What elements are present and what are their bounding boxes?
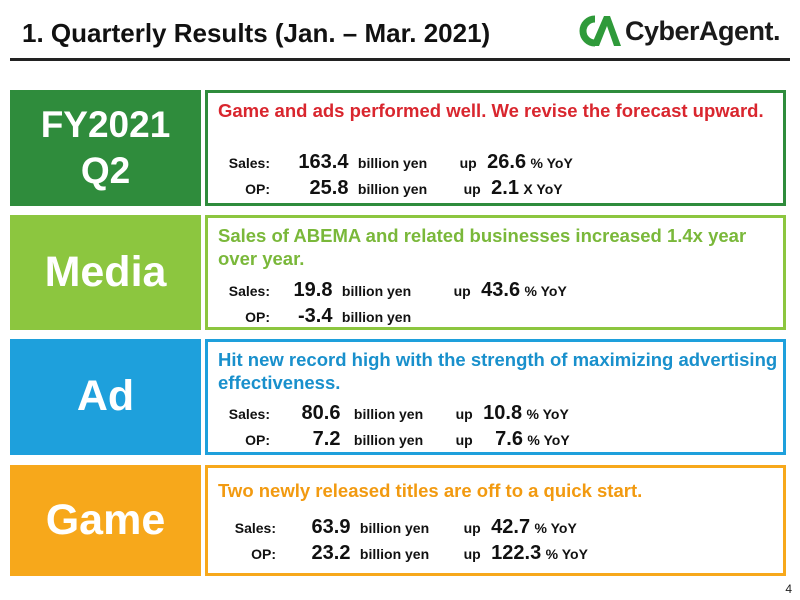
title-divider — [10, 58, 790, 61]
op-growth-suffix: % YoY — [527, 432, 570, 448]
sales-unit: billion yen — [341, 283, 412, 299]
summary-section: FY2021 Q2 Game and ads performed well. W… — [10, 90, 786, 206]
cyberagent-logo-text: CyberAgent. — [625, 15, 781, 46]
sales-unit: billion yen — [359, 520, 430, 536]
op-up: up — [455, 432, 473, 448]
ad-section: Ad Hit new record high with the strength… — [10, 339, 786, 455]
sales-label: Sales: — [228, 155, 270, 171]
op-value: -3.4 — [297, 305, 333, 327]
sales-up: up — [453, 283, 471, 299]
summary-sales-line: Sales: 163.4 billion yen up 26.6 % YoY — [220, 151, 573, 174]
game-op-line: OP: 23.2 billion yen up 122.3 % YoY — [226, 542, 588, 565]
media-op-line: OP: -3.4 billion yen — [220, 305, 411, 328]
op-unit: billion yen — [353, 432, 424, 448]
ad-label: Ad — [10, 339, 201, 455]
ad-content: Hit new record high with the strength of… — [205, 339, 786, 455]
op-up: up — [463, 546, 481, 562]
op-label: OP: — [245, 309, 270, 325]
sales-unit: billion yen — [357, 155, 428, 171]
op-value: 25.8 — [309, 177, 349, 199]
op-growth-value: 122.3 — [491, 542, 542, 564]
page-number: 4 — [785, 582, 792, 596]
cyberagent-logo-mark-icon — [575, 13, 621, 49]
op-growth-suffix: % YoY — [545, 546, 588, 562]
summary-content: Game and ads performed well. We revise t… — [205, 90, 786, 206]
media-section: Media Sales of ABEMA and related busines… — [10, 215, 786, 330]
game-section: Game Two newly released titles are off t… — [10, 465, 786, 576]
sales-growth-suffix: % YoY — [524, 283, 567, 299]
sales-label: Sales: — [228, 283, 270, 299]
game-sales-line: Sales: 63.9 billion yen up 42.7 % YoY — [226, 516, 577, 539]
op-growth-value: 2.1 — [491, 177, 519, 199]
sales-growth-suffix: % YoY — [530, 155, 573, 171]
summary-label-line1: FY2021 — [40, 103, 171, 145]
op-growth-suffix: X YoY — [523, 181, 563, 197]
media-sales-line: Sales: 19.8 billion yen up 43.6 % YoY — [220, 279, 567, 302]
sales-label: Sales: — [234, 520, 276, 536]
op-unit: billion yen — [357, 181, 428, 197]
sales-up: up — [459, 155, 477, 171]
op-label: OP: — [245, 432, 270, 448]
ad-sales-line: Sales: 80.6 billion yen up 10.8 % YoY — [220, 402, 569, 425]
ad-op-line: OP: 7.2 billion yen up 7.6 % YoY — [220, 428, 570, 451]
sales-growth-suffix: % YoY — [526, 406, 569, 422]
page-title: 1. Quarterly Results (Jan. – Mar. 2021) — [22, 18, 491, 48]
sales-growth-value: 10.8 — [483, 402, 523, 424]
op-unit: billion yen — [359, 546, 430, 562]
summary-label: FY2021 Q2 — [10, 90, 201, 206]
op-label: OP: — [245, 181, 270, 197]
game-content: Two newly released titles are off to a q… — [205, 465, 786, 576]
op-growth-value: 7.6 — [495, 428, 523, 450]
game-label: Game — [10, 465, 201, 576]
game-headline: Two newly released titles are off to a q… — [218, 480, 643, 501]
cyberagent-logo: CyberAgent. — [575, 13, 781, 49]
media-label: Media — [10, 215, 201, 330]
sales-growth-value: 43.6 — [481, 279, 521, 301]
media-headline: Sales of ABEMA and related businesses in… — [218, 225, 747, 269]
media-content: Sales of ABEMA and related businesses in… — [205, 215, 786, 330]
sales-value: 19.8 — [293, 279, 333, 301]
sales-growth-value: 42.7 — [491, 516, 531, 538]
sales-unit: billion yen — [353, 406, 424, 422]
summary-headline: Game and ads performed well. We revise t… — [218, 100, 764, 121]
sales-up: up — [463, 520, 481, 536]
ad-headline: Hit new record high with the strength of… — [218, 349, 778, 393]
sales-up: up — [455, 406, 473, 422]
sales-growth-suffix: % YoY — [534, 520, 577, 536]
op-value: 23.2 — [311, 542, 351, 564]
op-value: 7.2 — [312, 428, 341, 450]
sales-value: 163.4 — [298, 151, 349, 173]
sales-value: 80.6 — [301, 402, 341, 424]
op-label: OP: — [251, 546, 276, 562]
summary-op-line: OP: 25.8 billion yen up 2.1 X YoY — [220, 177, 563, 200]
sales-value: 63.9 — [311, 516, 351, 538]
op-unit: billion yen — [341, 309, 412, 325]
summary-label-line2: Q2 — [80, 150, 131, 191]
sales-label: Sales: — [228, 406, 270, 422]
sales-growth-value: 26.6 — [487, 151, 527, 173]
op-up: up — [463, 181, 481, 197]
